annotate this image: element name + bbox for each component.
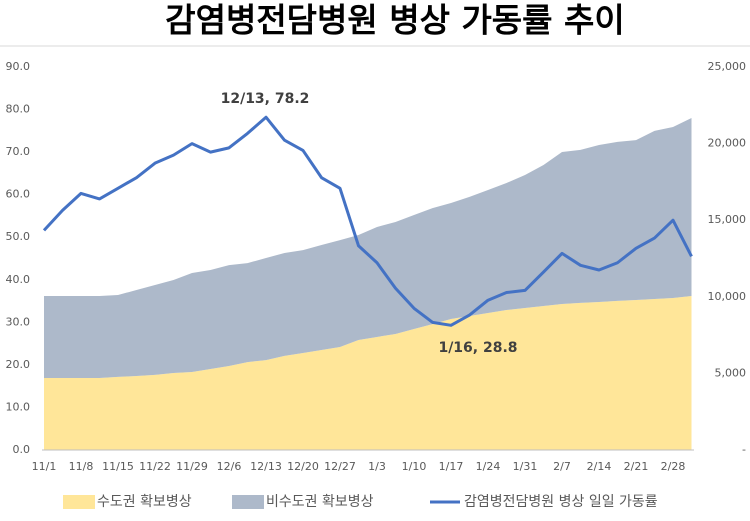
x-tick-label: 1/17 — [439, 460, 464, 473]
x-tick-label: 12/27 — [324, 460, 356, 473]
x-tick-label: 12/20 — [287, 460, 319, 473]
x-tick-label: 11/15 — [102, 460, 134, 473]
x-tick-label: 2/28 — [661, 460, 686, 473]
annotation: 12/13, 78.2 — [221, 91, 310, 107]
x-tick-label: 11/29 — [176, 460, 208, 473]
legend-swatch — [232, 495, 264, 509]
y2-tick-label: - — [742, 443, 746, 456]
line — [42, 115, 693, 327]
y2-tick-label: 20,000 — [708, 137, 747, 150]
y-tick-label: 50.0 — [6, 230, 31, 243]
y-tick-label: 0.0 — [13, 443, 31, 456]
x-tick-label: 1/31 — [513, 460, 538, 473]
y-tick-label: 60.0 — [6, 188, 31, 201]
y-tick-label: 70.0 — [6, 145, 31, 158]
area — [44, 118, 692, 378]
y-tick-label: 90.0 — [6, 60, 31, 73]
legend-label: 비수도권 확보병상 — [266, 494, 374, 510]
x-tick-label: 12/6 — [217, 460, 242, 473]
legend-swatch — [63, 495, 95, 509]
x-tick-label: 1/3 — [368, 460, 386, 473]
x-tick-label: 1/24 — [476, 460, 501, 473]
x-tick-label: 2/7 — [553, 460, 571, 473]
y-tick-label: 40.0 — [6, 273, 31, 286]
chart-title: 감염병전담병원 병상 가동률 추이 — [165, 1, 625, 40]
y2-tick-label: 10,000 — [708, 290, 747, 303]
legend-label: 수도권 확보병상 — [97, 494, 192, 510]
y-tick-label: 30.0 — [6, 315, 31, 328]
x-tick-label: 1/10 — [402, 460, 427, 473]
x-tick-label: 11/8 — [69, 460, 94, 473]
y2-tick-label: 25,000 — [708, 60, 747, 73]
y-tick-label: 20.0 — [6, 358, 31, 371]
y2-tick-label: 5,000 — [715, 366, 747, 379]
annotation: 1/16, 28.8 — [438, 340, 517, 356]
y2-tick-label: 15,000 — [708, 213, 747, 226]
legend-label: 감염병전담병원 병상 일일 가동률 — [464, 494, 658, 510]
x-tick-label: 12/13 — [250, 460, 282, 473]
y-tick-label: 80.0 — [6, 103, 31, 116]
x-tick-label: 2/14 — [587, 460, 612, 473]
x-tick-label: 2/21 — [624, 460, 649, 473]
area — [44, 296, 692, 450]
x-tick-label: 11/1 — [32, 460, 57, 473]
x-tick-label: 11/22 — [139, 460, 171, 473]
y-tick-label: 10.0 — [6, 400, 31, 413]
